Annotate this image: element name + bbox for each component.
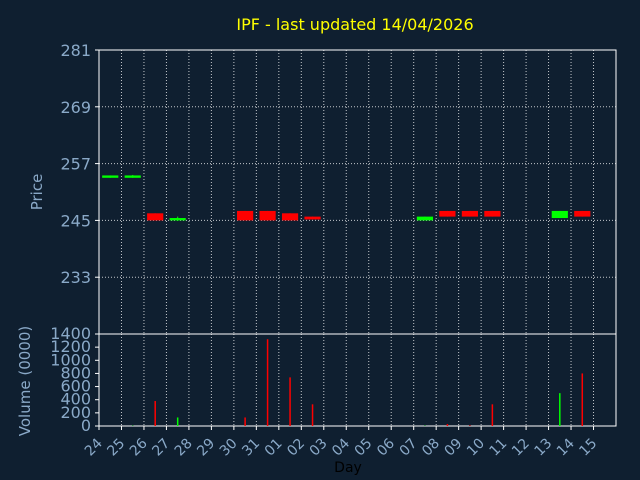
price-tick-label: 233: [60, 268, 91, 287]
price-plot-frame: [98, 49, 617, 335]
candle-body-down: [439, 210, 456, 217]
x-tick-label: 24: [82, 435, 106, 459]
x-tick-label: 02: [284, 436, 308, 460]
x-tick-label: 06: [374, 435, 398, 459]
x-tick-label: 13: [531, 436, 555, 460]
volume-plot-frame: [98, 333, 617, 427]
x-tick-label: 11: [487, 436, 511, 460]
volume-bar-down: [446, 424, 449, 426]
candle-body-up: [169, 218, 186, 221]
x-tick-label: 04: [329, 435, 353, 459]
x-tick-label: 28: [172, 436, 196, 460]
volume-tick-label: 200: [60, 403, 91, 422]
volume-bar-down: [244, 417, 246, 426]
x-axis-label: Day: [334, 460, 362, 476]
candle-body-up: [102, 175, 119, 178]
x-tick-label: 31: [239, 436, 263, 460]
volume-bar-down: [469, 425, 471, 426]
candle-body-down: [461, 210, 478, 217]
x-tick-label: 01: [262, 436, 286, 460]
candle-body-down: [484, 210, 501, 217]
x-tick-label: 08: [419, 436, 443, 460]
volume-tick-label: 600: [60, 377, 91, 396]
volume-tick-label: 1000: [50, 350, 91, 369]
candle-body-down: [237, 210, 254, 221]
x-tick-label: 29: [194, 436, 218, 460]
price-panel: 281 269 257 245 233: [60, 41, 617, 335]
x-tick-label: 15: [576, 436, 600, 460]
candle-body-down: [259, 210, 276, 221]
x-tick-label: 09: [442, 436, 466, 460]
volume-tick-label: 0: [81, 416, 91, 435]
candle-body-down: [304, 216, 321, 220]
volume-bar-down: [491, 404, 494, 426]
x-tick-label: 05: [352, 436, 376, 460]
x-tick-label: 25: [104, 436, 128, 460]
volume-axis-label: Volume (0000): [16, 326, 34, 436]
candle-body-down: [147, 213, 164, 221]
volume-bar-down: [266, 339, 269, 426]
volume-bar-down: [154, 401, 156, 426]
candle-body-down: [281, 213, 299, 221]
candle-body-down: [574, 210, 591, 217]
volume-tick-label: 800: [60, 363, 91, 382]
x-tick-label: 10: [464, 436, 488, 460]
volume-tick-label: 1200: [50, 337, 91, 356]
price-tick-label: 257: [60, 155, 91, 174]
x-tick-label: 03: [307, 436, 331, 460]
x-tick-label: 26: [127, 435, 151, 459]
x-axis-ticks: 2425262728293031010203040506070809101112…: [82, 426, 600, 459]
price-axis-label: Price: [28, 174, 46, 211]
volume-bar-down: [289, 377, 291, 426]
volume-bar-down: [311, 404, 314, 426]
volume-tick-label: 400: [60, 390, 91, 409]
price-tick-label: 281: [60, 41, 91, 60]
candle-body-up: [416, 216, 434, 221]
candle-body-up: [124, 175, 141, 178]
volume-bar-down: [581, 373, 584, 426]
x-tick-label: 30: [217, 436, 241, 460]
volume-tick-label: 1400: [50, 324, 91, 343]
volume-bar-up: [176, 417, 179, 426]
volume-bar-up: [559, 393, 561, 426]
x-tick-label: 14: [554, 435, 578, 459]
price-tick-label: 245: [60, 211, 91, 230]
price-tick-label: 269: [60, 98, 91, 117]
x-tick-label: 07: [397, 436, 421, 460]
candle-body-up: [551, 210, 568, 219]
x-tick-label: 27: [149, 436, 173, 460]
chart-title: IPF - last updated 14/04/2026: [236, 15, 473, 34]
x-tick-label: 12: [509, 436, 533, 460]
